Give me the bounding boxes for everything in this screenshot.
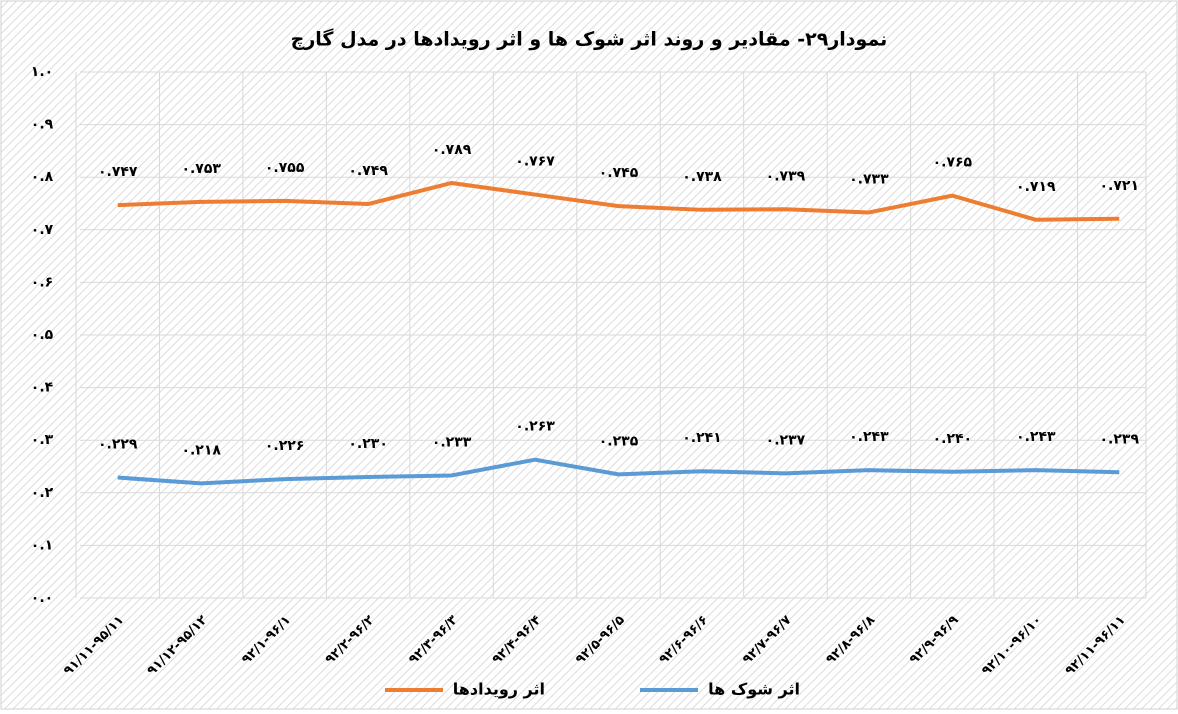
data-label: ۰.۷۸۹: [432, 142, 472, 158]
y-tick-label: ۰.۳: [31, 432, 54, 448]
data-label: ۰.۲۴۱: [682, 430, 722, 446]
data-label: ۰.۲۲۹: [98, 437, 138, 453]
data-label: ۰.۲۳۰: [348, 436, 388, 452]
y-tick-label: ۰.۸: [31, 169, 54, 185]
chart-title: نمودار۲۹- مقادیر و روند اثر شوک ها و اثر…: [291, 28, 888, 51]
line: [117, 180, 1120, 222]
y-tick-label: ۰.۷: [31, 222, 54, 238]
y-tick-label: ۰.۵: [31, 327, 54, 343]
data-label: ۰.۷۳۳: [849, 171, 889, 187]
data-label: ۰.۷۵۳: [181, 161, 221, 177]
data-label: ۰.۷۳۹: [766, 168, 806, 184]
y-tick-label: ۰.۴: [31, 380, 54, 396]
legend-label: اثر رویدادها: [453, 680, 545, 699]
data-label: ۰.۷۶۷: [515, 154, 555, 170]
y-tick-label: ۰.۰: [31, 590, 53, 606]
data-label: ۰.۲۳۵: [599, 433, 639, 449]
data-label: ۰.۲۳۳: [432, 434, 472, 450]
data-label: ۰.۲۳۹: [1100, 431, 1140, 447]
data-label: ۰.۷۱۹: [1016, 179, 1056, 195]
y-tick-label: ۰.۹: [31, 117, 54, 133]
data-label: ۰.۲۲۶: [265, 438, 305, 454]
data-label: ۰.۷۶۵: [933, 155, 973, 171]
data-label: ۰.۷۲۱: [1100, 178, 1140, 194]
y-tick-label: ۰.۱: [31, 537, 53, 553]
data-label: ۰.۲۴۳: [1016, 429, 1056, 445]
data-label: ۰.۲۱۸: [181, 442, 221, 458]
legend-label: اثر شوک ها: [708, 680, 800, 699]
data-label: ۰.۷۴۹: [348, 163, 388, 179]
y-tick-label: ۰.۲: [31, 485, 54, 501]
data-label: ۰.۷۴۷: [98, 164, 138, 180]
data-label: ۰.۲۶۳: [515, 419, 555, 435]
data-label: ۰.۲۳۷: [766, 432, 806, 448]
data-label: ۰.۷۳۸: [682, 169, 722, 185]
data-label: ۰.۷۴۵: [599, 165, 639, 181]
line: [117, 457, 1120, 486]
data-label: ۰.۲۴۳: [849, 429, 889, 445]
y-tick-label: ۱.۰: [31, 64, 53, 80]
data-label: ۰.۷۵۵: [265, 160, 305, 176]
y-tick-label: ۰.۶: [31, 274, 53, 290]
data-label: ۰.۲۴۰: [933, 431, 973, 447]
